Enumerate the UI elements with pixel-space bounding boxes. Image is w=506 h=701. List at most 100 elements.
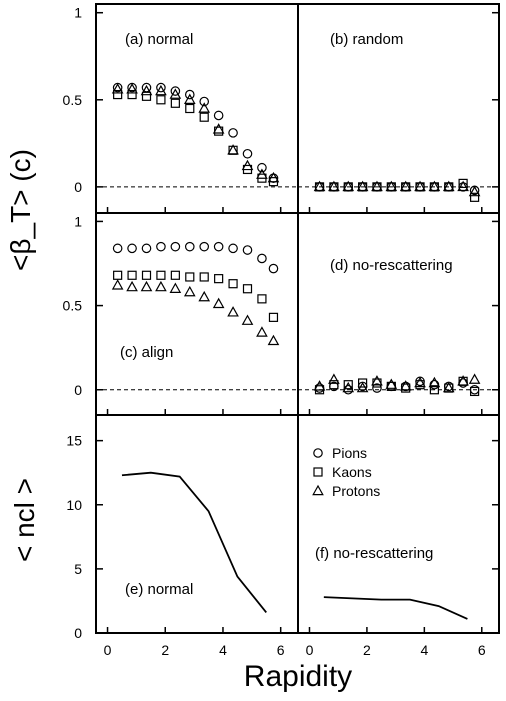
data-point-protons: [356, 180, 369, 192]
data-point-protons: [414, 376, 426, 388]
data-point-protons: [140, 84, 153, 96]
data-point-protons: [399, 380, 412, 391]
legend-marker-protons: [312, 484, 324, 496]
data-point-protons: [442, 180, 455, 192]
data-point-pions: [228, 128, 238, 138]
legend-label-pions: Pions: [332, 445, 367, 461]
panel-frame-d: [297, 212, 500, 416]
panel-frame-f: [297, 414, 500, 634]
y-tick-label: 0: [74, 625, 82, 641]
data-point-kaons: [242, 284, 253, 294]
data-point-pions: [170, 241, 181, 252]
data-point-pions: [112, 243, 123, 254]
panel-annotation-c: (c) align: [120, 344, 173, 361]
data-point-protons: [342, 381, 355, 393]
panel-b: (b) random: [297, 3, 500, 214]
data-point-protons: [371, 375, 383, 386]
data-point-protons: [267, 334, 280, 346]
data-point-kaons: [268, 312, 279, 322]
panel-e: 0 5 10 15 0 2 4 6 (e) normal: [66, 414, 299, 658]
data-point-kaons: [329, 380, 339, 390]
data-point-protons: [198, 102, 211, 113]
data-point-kaons: [156, 270, 166, 280]
data-point-protons: [414, 180, 426, 192]
y-tick-label: 10: [66, 497, 82, 513]
data-point-pions: [127, 243, 137, 254]
x-tick-label: 4: [219, 642, 227, 658]
data-point-kaons: [199, 272, 209, 282]
panels-group: 0 0.5 1 (a) normal (b) random 0 0.5 1 (c) align (…: [63, 3, 500, 658]
data-point-kaons: [113, 89, 123, 100]
data-point-kaons: [469, 192, 480, 202]
data-point-pions: [199, 96, 210, 107]
y-tick-label: 0.5: [63, 298, 83, 314]
data-point-protons: [328, 180, 340, 192]
data-point-kaons: [127, 270, 137, 280]
data-point-kaons: [185, 272, 195, 282]
data-point-pions: [213, 241, 224, 252]
data-point-protons: [111, 279, 124, 290]
x-tick-label: 4: [420, 642, 428, 658]
data-point-protons: [183, 285, 196, 297]
data-point-kaons: [113, 270, 123, 280]
data-point-pions: [314, 383, 325, 393]
x-tick-label: 6: [478, 642, 486, 658]
panel-frame-e: [95, 414, 299, 634]
data-point-protons: [399, 180, 412, 192]
data-point-protons: [169, 282, 182, 293]
y-axis-label-ncl: < ncl >: [9, 478, 40, 562]
y-tick-label: 5: [74, 561, 82, 577]
data-point-pions: [141, 243, 152, 254]
legend-label-protons: Protons: [332, 483, 380, 499]
panel-annotation-d: (d) no-rescattering: [330, 257, 453, 274]
data-point-kaons: [228, 279, 238, 289]
x-tick-label: 0: [306, 642, 314, 658]
data-point-protons: [227, 144, 239, 155]
data-point-protons: [267, 171, 280, 183]
data-point-protons: [241, 314, 254, 325]
y-tick-label: 0: [74, 382, 82, 398]
data-point-protons: [385, 180, 398, 192]
data-point-pions: [156, 82, 166, 93]
y-tick-label: 1: [74, 5, 82, 21]
x-tick-label: 6: [277, 642, 285, 658]
data-point-kaons: [214, 274, 224, 284]
data-point-protons: [442, 381, 455, 393]
data-point-protons: [140, 280, 153, 292]
data-point-protons: [183, 93, 196, 104]
data-point-pions: [170, 86, 181, 96]
data-point-pions: [213, 110, 224, 121]
data-point-protons: [356, 381, 369, 393]
data-point-kaons: [170, 270, 180, 280]
legend-marker-pions: [313, 448, 323, 458]
data-point-protons: [256, 326, 268, 337]
data-point-protons: [241, 159, 254, 171]
data-point-protons: [428, 180, 441, 192]
data-point-kaons: [429, 385, 439, 395]
data-point-protons: [126, 83, 138, 94]
data-point-pions: [257, 253, 267, 264]
data-point-protons: [155, 280, 167, 292]
data-point-pions: [268, 263, 279, 274]
panel-annotation-f: (f) no-rescattering: [315, 545, 433, 562]
ncl-curve-f: [323, 596, 468, 620]
data-point-pions: [184, 89, 195, 100]
data-point-kaons: [199, 112, 209, 122]
data-point-kaons: [358, 378, 368, 388]
data-point-protons: [155, 84, 167, 96]
data-point-protons: [111, 83, 124, 94]
data-point-kaons: [127, 89, 137, 100]
data-point-protons: [457, 180, 469, 192]
data-point-kaons: [141, 91, 152, 101]
data-point-protons: [313, 180, 326, 192]
data-point-pions: [228, 243, 238, 254]
data-point-pions: [199, 241, 210, 252]
y-tick-label: 1: [74, 213, 82, 229]
y-tick-label: 0.5: [63, 92, 83, 108]
data-point-protons: [468, 373, 481, 384]
panel-annotation-b: (b) random: [330, 31, 403, 48]
x-tick-label: 2: [363, 642, 371, 658]
x-tick-label: 2: [161, 642, 169, 658]
data-point-protons: [342, 180, 355, 192]
